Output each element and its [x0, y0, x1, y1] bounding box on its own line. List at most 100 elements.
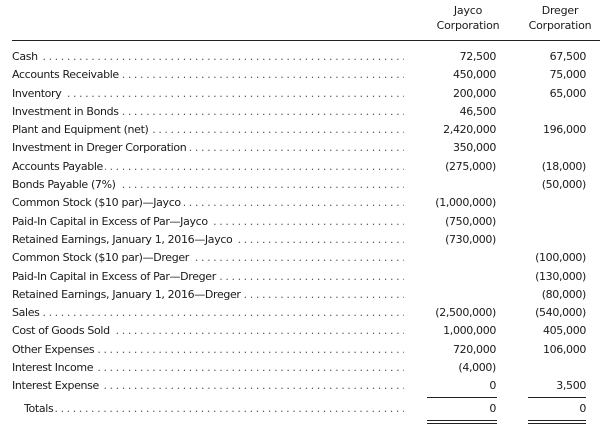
row-label-cell: ........................................…: [12, 66, 404, 84]
jayco-value: 0: [489, 401, 496, 415]
dreger-value: 65,000: [549, 86, 587, 100]
row-label-cell: ........................................…: [24, 400, 404, 418]
row-label-cell: ........................................…: [12, 103, 404, 121]
trial-balance-table: ........................................…: [0, 48, 612, 418]
dot-leader: ........................................…: [12, 306, 404, 320]
dreger-total-double-rule: [528, 420, 586, 424]
totals-row: ........................................…: [0, 400, 612, 418]
row-label-cell: ........................................…: [12, 341, 404, 359]
row-label: Accounts Payable: [12, 159, 105, 173]
dreger-value: (18,000): [541, 159, 587, 173]
table-row: ........................................…: [0, 268, 612, 286]
row-label: Investment in Bonds: [12, 104, 121, 118]
row-label: Totals: [24, 401, 56, 415]
dreger-value: 0: [579, 401, 586, 415]
row-label-cell: ........................................…: [12, 213, 404, 231]
column-header-dreger-line1: Dreger: [541, 4, 579, 17]
jayco-value: 2,420,000: [443, 123, 496, 137]
row-label-cell: ........................................…: [12, 268, 404, 286]
row-label: Interest Expense: [12, 379, 101, 393]
dreger-value: 405,000: [542, 324, 586, 338]
row-label: Sales: [12, 306, 42, 320]
row-label: Inventory: [12, 86, 64, 100]
dot-leader: ........................................…: [12, 159, 404, 173]
jayco-value: 350,000: [452, 141, 496, 155]
dreger-value: (130,000): [535, 269, 586, 283]
jayco-value: (750,000): [445, 214, 496, 228]
row-label: Other Expenses: [12, 342, 97, 356]
dot-leader: ........................................…: [12, 361, 404, 375]
table-row: ........................................…: [0, 85, 612, 103]
row-label: Paid-In Capital in Excess of Par—Jayco: [12, 214, 210, 228]
row-label: Retained Earnings, January 1, 2016—Drege…: [12, 287, 243, 301]
table-row: ........................................…: [0, 66, 612, 84]
row-label-cell: ........................................…: [12, 121, 404, 139]
jayco-value: (275,000): [445, 159, 496, 173]
column-header-dreger: Dreger Corporation: [520, 3, 600, 33]
jayco-value: 720,000: [452, 342, 496, 356]
table-row: ........................................…: [0, 359, 612, 377]
jayco-value: (4,000): [458, 361, 496, 375]
row-label-cell: ........................................…: [12, 286, 404, 304]
table-row: ........................................…: [0, 121, 612, 139]
dot-leader: ........................................…: [12, 379, 404, 393]
row-label-cell: ........................................…: [12, 322, 404, 340]
dot-leader: ........................................…: [12, 86, 404, 100]
row-label-cell: ........................................…: [12, 139, 404, 157]
row-label: Common Stock ($10 par)—Jayco: [12, 196, 183, 210]
row-label-cell: ........................................…: [12, 359, 404, 377]
row-label-cell: ........................................…: [12, 377, 404, 395]
dreger-value: 196,000: [542, 123, 586, 137]
column-header-dreger-line2: Corporation: [528, 19, 592, 32]
jayco-value: (730,000): [445, 232, 496, 246]
dreger-value: 67,500: [549, 50, 587, 63]
jayco-value: 72,500: [459, 50, 497, 63]
table-row: ........................................…: [0, 176, 612, 194]
jayco-value: 46,500: [459, 104, 497, 118]
jayco-value: 200,000: [452, 86, 496, 100]
jayco-value: (2,500,000): [435, 306, 496, 320]
table-row: ........................................…: [0, 48, 612, 66]
column-header-jayco-line2: Corporation: [436, 19, 500, 32]
row-label: Plant and Equipment (net): [12, 123, 151, 137]
column-header-jayco-line1: Jayco: [453, 4, 483, 17]
jayco-total-double-rule: [427, 420, 497, 424]
jayco-value: (1,000,000): [435, 196, 496, 210]
row-label: Retained Earnings, January 1, 2016—Jayco: [12, 232, 235, 246]
table-row: ........................................…: [0, 231, 612, 249]
dot-leader: ........................................…: [24, 401, 404, 415]
dreger-value: 3,500: [556, 379, 586, 393]
table-row: ........................................…: [0, 322, 612, 340]
header-rule: [12, 40, 600, 41]
table-row: ........................................…: [0, 249, 612, 267]
dreger-value: (540,000): [535, 306, 586, 320]
table-row: ........................................…: [0, 158, 612, 176]
dreger-value: (100,000): [535, 251, 586, 265]
dot-leader: ........................................…: [12, 342, 404, 356]
row-label-cell: ........................................…: [12, 48, 404, 66]
table-row: ........................................…: [0, 286, 612, 304]
jayco-subtotal-rule: [427, 397, 497, 398]
dreger-value: (80,000): [541, 287, 587, 301]
table-row: ........................................…: [0, 304, 612, 322]
row-label: Paid-In Capital in Excess of Par—Dreger: [12, 269, 218, 283]
row-label-cell: ........................................…: [12, 158, 404, 176]
column-header-jayco: Jayco Corporation: [428, 3, 508, 33]
jayco-value: 450,000: [452, 68, 496, 82]
row-label-cell: ........................................…: [12, 304, 404, 322]
dreger-subtotal-rule: [528, 397, 586, 398]
table-row: ........................................…: [0, 377, 612, 395]
row-label: Accounts Receivable: [12, 68, 121, 82]
table-row: ........................................…: [0, 194, 612, 212]
table-row: ........................................…: [0, 139, 612, 157]
dreger-value: (50,000): [541, 178, 587, 192]
row-label-cell: ........................................…: [12, 249, 404, 267]
table-row: ........................................…: [0, 341, 612, 359]
table-row: ........................................…: [0, 103, 612, 121]
row-label: Investment in Dreger Corporation: [12, 141, 189, 155]
row-label: Bonds Payable (7%): [12, 178, 118, 192]
row-label-cell: ........................................…: [12, 85, 404, 103]
dreger-value: 75,000: [549, 68, 587, 82]
row-label: Cash: [12, 50, 40, 63]
dot-leader: ........................................…: [12, 50, 404, 63]
